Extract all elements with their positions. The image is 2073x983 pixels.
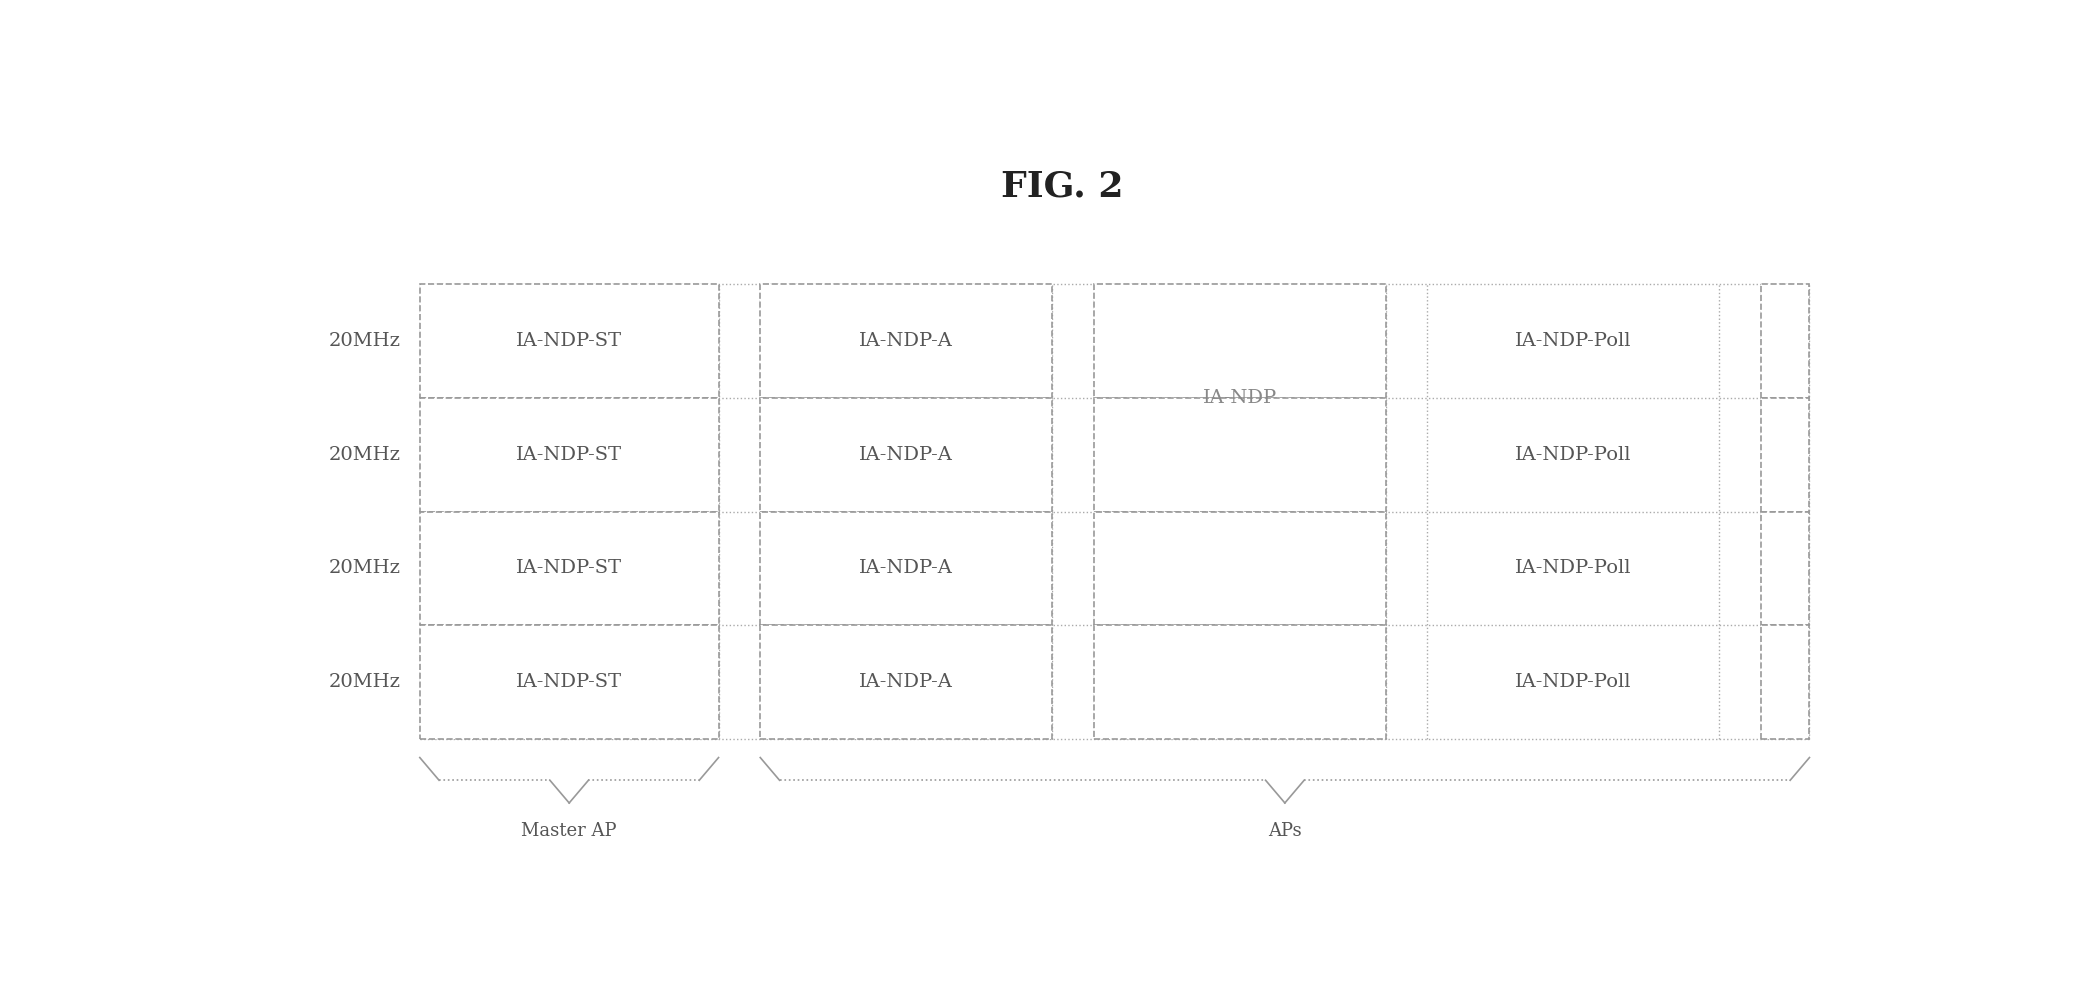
Bar	[761, 511, 1053, 625]
Bar	[1760, 625, 1810, 738]
Text: IA-NDP-Poll: IA-NDP-Poll	[1515, 559, 1631, 577]
Bar	[761, 625, 1053, 738]
Bar	[419, 625, 719, 738]
Bar	[1095, 284, 1385, 398]
Text: IA-NDP-A: IA-NDP-A	[858, 332, 954, 350]
Text: IA-NDP-A: IA-NDP-A	[858, 445, 954, 464]
Text: 20MHz: 20MHz	[328, 332, 400, 350]
Bar	[761, 284, 1053, 398]
Bar	[1095, 625, 1385, 738]
Text: Master AP: Master AP	[522, 822, 618, 839]
Text: IA-NDP-ST: IA-NDP-ST	[516, 559, 622, 577]
Bar	[761, 398, 1053, 511]
Bar	[1760, 398, 1810, 511]
Text: 20MHz: 20MHz	[328, 672, 400, 691]
Bar	[419, 511, 719, 625]
Bar	[1760, 284, 1810, 398]
Text: IA-NDP-A: IA-NDP-A	[858, 559, 954, 577]
Text: IA-NDP-ST: IA-NDP-ST	[516, 445, 622, 464]
Text: APs: APs	[1269, 822, 1302, 839]
Text: 20MHz: 20MHz	[328, 559, 400, 577]
Text: IA-NDP: IA-NDP	[1202, 389, 1277, 407]
Text: IA-NDP-ST: IA-NDP-ST	[516, 672, 622, 691]
Text: IA-NDP-Poll: IA-NDP-Poll	[1515, 332, 1631, 350]
Text: IA-NDP-Poll: IA-NDP-Poll	[1515, 672, 1631, 691]
Text: FIG. 2: FIG. 2	[1001, 169, 1124, 203]
Text: 20MHz: 20MHz	[328, 445, 400, 464]
Text: IA-NDP-Poll: IA-NDP-Poll	[1515, 445, 1631, 464]
Bar	[1095, 511, 1385, 625]
Text: IA-NDP-ST: IA-NDP-ST	[516, 332, 622, 350]
Bar	[1760, 511, 1810, 625]
Text: IA-NDP-A: IA-NDP-A	[858, 672, 954, 691]
Bar	[419, 284, 719, 398]
Bar	[1095, 398, 1385, 511]
Bar	[419, 398, 719, 511]
